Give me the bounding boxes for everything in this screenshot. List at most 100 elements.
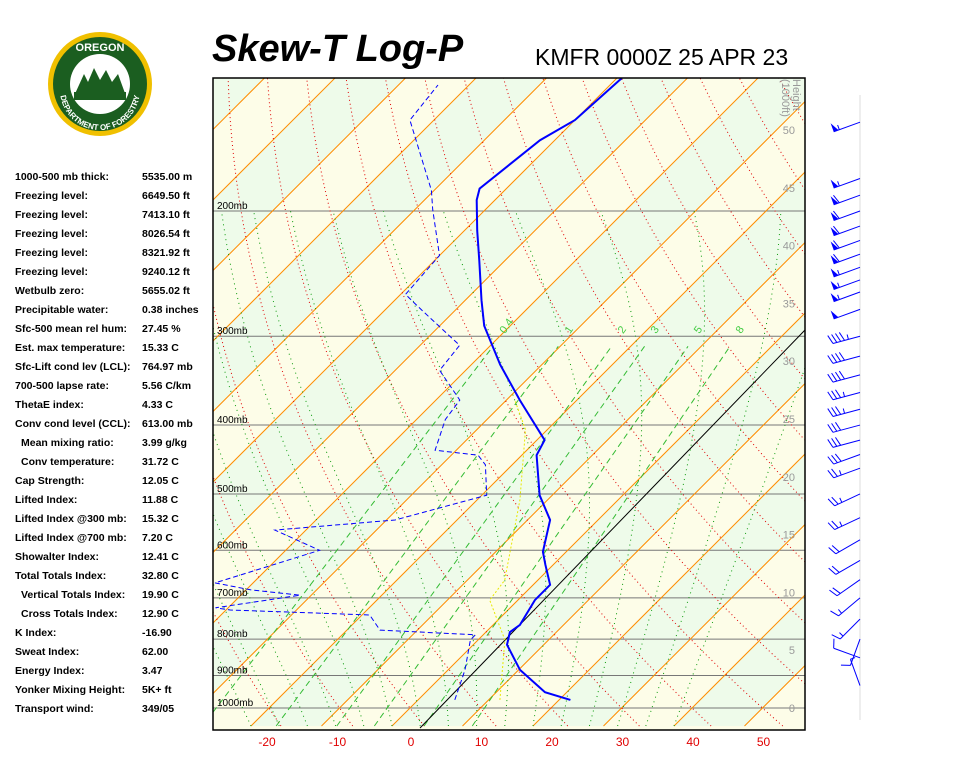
height-tick-label: 25 <box>783 414 795 426</box>
isobar-label: 300mb <box>217 326 248 337</box>
isotherm-line <box>321 242 805 727</box>
stat-label: K Index: <box>15 627 57 639</box>
stat-label: Freezing level: <box>15 228 88 240</box>
barb-full <box>833 225 840 234</box>
wind-barb <box>840 638 861 666</box>
stat-row: Freezing level: 9240.12 ft <box>15 263 199 282</box>
barb-full <box>831 438 838 447</box>
barb-staff <box>833 308 861 320</box>
barb-half <box>839 521 843 527</box>
wind-barb <box>827 389 861 401</box>
stability-indices-panel: 1000-500 mb thick: 5535.00 m Freezing leve… <box>15 168 199 719</box>
barb-staff <box>832 355 861 364</box>
barb-flag <box>830 212 839 221</box>
wind-barb <box>827 370 861 383</box>
stat-label: Freezing level: <box>15 209 88 221</box>
x-tick-label: 20 <box>545 735 559 749</box>
barb-full <box>833 210 840 219</box>
wind-barb <box>830 178 861 189</box>
moist-adiabat <box>213 583 280 727</box>
isotherm-band <box>213 78 805 694</box>
stat-value: 3.47 <box>142 665 163 677</box>
stat-value: 6649.50 ft <box>142 190 190 202</box>
moist-adiabat <box>673 367 805 727</box>
stat-row: Est. max temperature: 15.33 C <box>15 339 199 358</box>
barb-staff <box>838 597 861 617</box>
x-tick-label: 0 <box>408 735 415 749</box>
stat-row: 1000-500 mb thick: 5535.00 m <box>15 168 199 187</box>
stat-row: 700-500 lapse rate: 5.56 C/km <box>15 377 199 396</box>
stat-value: 613.00 mb <box>142 418 193 430</box>
stat-value: 8026.54 ft <box>142 228 190 240</box>
barb-half <box>837 124 840 130</box>
dry-adiabat <box>738 78 805 191</box>
barb-full <box>831 334 838 343</box>
height-tick-label: 35 <box>783 298 795 310</box>
height-tick-label: 5 <box>789 645 795 657</box>
wind-barb <box>827 493 861 507</box>
stat-value: 12.41 C <box>142 551 179 563</box>
barb-staff <box>849 659 861 686</box>
moist-adiabat <box>213 326 365 727</box>
stat-label: Sfc-Lift cond lev (LCL): <box>15 361 131 373</box>
dry-adiabat <box>424 78 805 685</box>
dry-adiabat <box>213 476 354 727</box>
wind-barb <box>833 638 861 659</box>
barb-staff <box>836 579 861 597</box>
barb-staff <box>833 253 861 265</box>
stat-row: Total Totals Index: 32.80 C <box>15 567 199 586</box>
oregon-forestry-logo: OREGON DEPARTMENT OF FORESTRY <box>48 32 152 136</box>
stat-row: Sfc-Lift cond lev (LCL): 764.97 mb <box>15 358 199 377</box>
wind-barb <box>830 225 861 237</box>
stat-label: Precipitable water: <box>15 304 109 316</box>
wind-barb <box>830 308 861 320</box>
stat-value: 349/05 <box>142 703 175 715</box>
barb-full <box>835 406 842 415</box>
mixing-ratio-label: 3 <box>649 324 662 336</box>
height-axis-label: Height (1000ft) <box>779 79 802 117</box>
stat-label: Showalter Index: <box>15 551 100 563</box>
stat-value: 11.88 C <box>142 494 179 506</box>
stat-value: 5535.00 m <box>142 171 193 183</box>
wind-barb <box>830 291 861 303</box>
isotherm-line <box>213 78 547 412</box>
dry-adiabat <box>384 78 784 727</box>
isotherm-line <box>532 453 805 727</box>
isotherm-line <box>213 78 688 553</box>
stat-row: Mean mixing ratio: 3.99 g/kg <box>15 434 199 453</box>
isobar-label: 400mb <box>217 415 248 426</box>
stat-label: 1000-500 mb thick: <box>15 171 109 183</box>
barb-staff <box>832 392 861 401</box>
stat-value: 62.00 <box>142 646 169 658</box>
stat-value: 9240.12 ft <box>142 266 190 278</box>
stat-label: Mean mixing ratio: <box>21 437 114 449</box>
barb-staff <box>835 539 861 555</box>
wind-barb <box>827 453 861 465</box>
barb-half <box>839 470 842 476</box>
stat-label: 700-500 lapse rate: <box>15 380 109 392</box>
height-tick-label: 15 <box>783 530 795 542</box>
dry-adiabat <box>699 78 805 255</box>
height-tick-label: 10 <box>783 587 795 599</box>
barb-full <box>831 634 841 640</box>
barb-flag <box>830 179 839 189</box>
barb-flag <box>830 123 839 132</box>
barb-staff <box>839 618 861 640</box>
barb-staff <box>832 374 861 383</box>
barb-staff <box>832 408 861 417</box>
stat-row: ThetaE index: 4.33 C <box>15 396 199 415</box>
stat-label: Sweat Index: <box>15 646 80 658</box>
stat-label: Sfc-500 mean rel hum: <box>15 323 128 335</box>
barb-half <box>842 408 846 414</box>
dewpoint-line <box>214 84 488 701</box>
stat-label: Freezing level: <box>15 247 88 259</box>
barb-full <box>827 470 835 479</box>
barb-full <box>829 589 838 597</box>
stat-value: 8321.92 ft <box>142 247 190 259</box>
barb-full <box>835 437 842 446</box>
stat-label: Cap Strength: <box>15 475 85 487</box>
height-tick-label: 30 <box>783 356 795 368</box>
barb-staff <box>834 517 861 531</box>
barb-flag <box>830 255 839 264</box>
wind-barb <box>830 239 861 251</box>
